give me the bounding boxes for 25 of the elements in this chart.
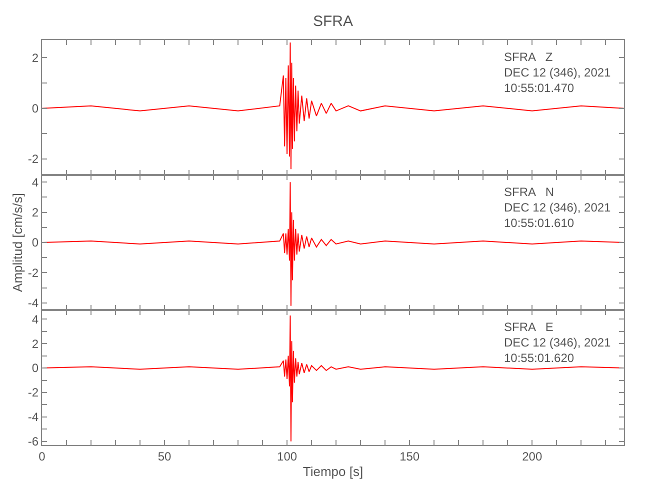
y-tick-label: -4 — [28, 296, 39, 310]
line-series — [42, 42, 624, 170]
y-tick-label: 4 — [32, 175, 39, 190]
y-tick-label: 2 — [32, 50, 39, 65]
annotation: SFRA E DEC 12 (346), 2021 10:55:01.620 — [504, 320, 612, 366]
y-axis-title: Amplitud [cm/s/s] — [10, 193, 25, 292]
y-tick-label: 2 — [32, 336, 39, 351]
y-tick-label: -6 — [28, 434, 39, 449]
x-tick-label: 150 — [400, 449, 420, 464]
y-tick-label: -4 — [28, 410, 39, 424]
y-tick-label: -2 — [28, 386, 39, 400]
y-tick-label: -2 — [28, 266, 39, 280]
x-axis-title: Tiempo [s] — [302, 464, 364, 479]
y-tick-label: 4 — [32, 312, 39, 326]
x-tick-label: 50 — [158, 449, 172, 464]
annotation: SFRA Z DEC 12 (346), 2021 10:55:01.470 — [504, 50, 612, 96]
annotation: SFRA N DEC 12 (346), 2021 10:55:01.610 — [504, 185, 612, 230]
y-tick-label: 0 — [32, 102, 39, 116]
y-tick-label: 2 — [32, 206, 39, 220]
y-tick-label: 0 — [32, 361, 39, 376]
y-tick-label: -2 — [28, 152, 39, 166]
y-tick-label: 0 — [32, 236, 39, 250]
chart-title: SFRA — [313, 13, 354, 30]
x-tick-label: 100 — [277, 449, 298, 464]
x-tick-label: 200 — [522, 449, 542, 464]
